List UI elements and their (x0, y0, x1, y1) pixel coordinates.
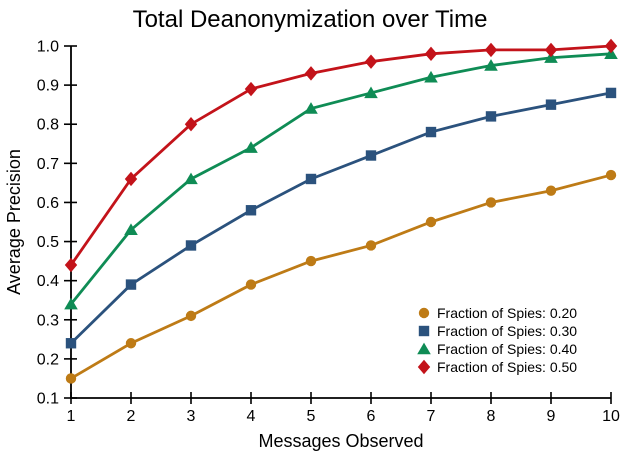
legend-label: Fraction of Spies: 0.40 (437, 341, 577, 357)
legend-label: Fraction of Spies: 0.30 (437, 323, 577, 339)
diamond-marker-icon (304, 66, 318, 81)
circle-marker-icon (245, 279, 257, 290)
triangle-marker-icon (364, 86, 378, 99)
y-tick-label: 0.2 (37, 351, 59, 368)
triangle-marker-icon (604, 47, 618, 60)
x-tick-label: 9 (547, 408, 556, 425)
legend-item: Fraction of Spies: 0.40 (417, 341, 577, 357)
y-tick-label: 0.3 (37, 312, 59, 329)
x-tick-label: 4 (247, 408, 256, 425)
x-tick-label: 7 (427, 408, 436, 425)
circle-marker-icon (185, 310, 197, 322)
circle-marker-icon (545, 185, 557, 196)
x-tick-label: 6 (367, 408, 376, 425)
triangle-marker-icon (244, 141, 258, 153)
legend: Fraction of Spies: 0.20 Fraction of Spies… (417, 305, 577, 375)
x-tick-label: 8 (487, 408, 496, 425)
legend-item: Fraction of Spies: 0.30 (418, 323, 577, 339)
x-tick-label: 5 (307, 408, 316, 425)
legend-item: Fraction of Spies: 0.50 (417, 359, 577, 375)
triangle-marker-icon (124, 223, 138, 236)
series-line-2 (69, 52, 612, 306)
x-tick-label: 1 (67, 408, 76, 425)
chart-title: Total Deanonymization over Time (133, 6, 488, 33)
y-tick-label: 0.8 (37, 117, 59, 134)
y-tick-label: 0.6 (37, 195, 59, 212)
circle-marker-icon (305, 255, 317, 267)
diamond-marker-icon (64, 257, 78, 273)
y-axis-label: Average Precision (4, 149, 24, 295)
x-tick-label: 10 (602, 408, 620, 425)
legend-item: Fraction of Spies: 0.20 (418, 305, 577, 321)
diamond-marker-icon (124, 171, 138, 187)
diamond-marker-icon (604, 38, 618, 54)
triangle-marker-icon (544, 51, 558, 63)
circle-marker-icon (485, 197, 497, 208)
y-tick-label: 0.1 (37, 391, 59, 408)
y-tick-label: 0.9 (37, 78, 59, 95)
y-tick-label: 0.7 (37, 156, 59, 173)
circle-marker-icon (365, 240, 377, 251)
diamond-marker-icon (544, 42, 558, 58)
diamond-marker-icon (417, 359, 431, 375)
diamond-marker-icon (184, 117, 198, 132)
diamond-marker-icon (484, 42, 498, 58)
triangle-marker-icon (304, 102, 318, 114)
legend-label: Fraction of Spies: 0.20 (437, 305, 577, 321)
legend-label: Fraction of Spies: 0.50 (437, 359, 577, 375)
triangle-marker-icon (424, 70, 438, 83)
y-tick-label: 0.4 (37, 273, 59, 290)
triangle-marker-icon (417, 342, 431, 355)
square-marker-icon (485, 111, 497, 122)
square-marker-icon (425, 126, 437, 138)
series-line-0 (70, 173, 612, 380)
series-line-1 (70, 91, 612, 345)
square-marker-icon (125, 279, 137, 290)
plot-area: 1 2 3 4 5 6 7 8 9 10 0.1 0.2 0.3 0.4 0.5 0.6 0.7 0.8 0.9 1.… (37, 39, 620, 426)
circle-marker-icon (425, 216, 437, 228)
diamond-marker-icon (424, 46, 438, 62)
triangle-marker-icon (184, 172, 198, 185)
diamond-marker-icon (244, 81, 258, 97)
series-line-3 (69, 44, 612, 266)
square-marker-icon (418, 325, 430, 337)
square-marker-icon (185, 240, 197, 251)
square-marker-icon (305, 173, 317, 185)
square-marker-icon (245, 205, 257, 216)
x-axis-label: Messages Observed (258, 431, 423, 451)
circle-marker-icon (605, 169, 617, 181)
square-marker-icon (365, 150, 377, 161)
circle-marker-icon (125, 338, 137, 349)
circle-marker-icon (418, 307, 430, 319)
triangle-marker-icon (64, 297, 78, 310)
x-tick-label: 2 (127, 408, 136, 425)
triangle-marker-icon (484, 59, 498, 71)
y-tick-label: 0.5 (37, 234, 59, 251)
square-marker-icon (605, 87, 617, 99)
circle-marker-icon (65, 373, 77, 384)
y-tick-label: 1.0 (37, 39, 59, 56)
square-marker-icon (545, 99, 557, 110)
x-tick-label: 3 (187, 408, 196, 425)
square-marker-icon (65, 338, 77, 349)
diamond-marker-icon (364, 54, 378, 69)
